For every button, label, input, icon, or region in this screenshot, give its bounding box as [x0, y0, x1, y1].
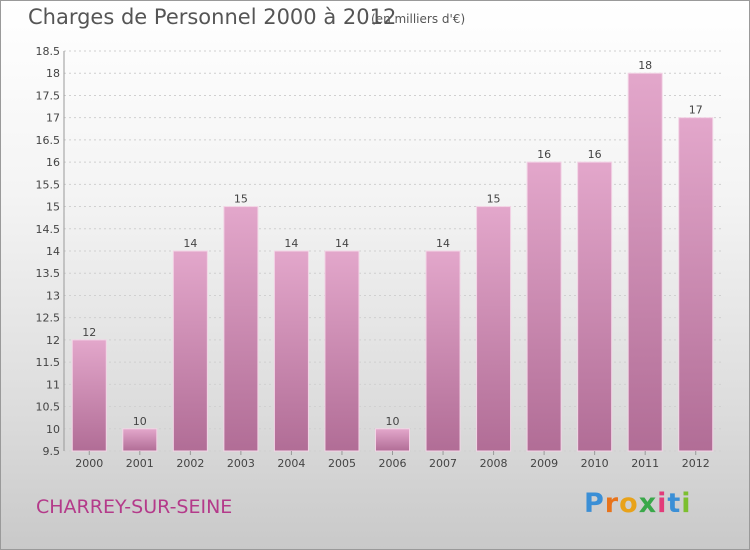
y-tick-label: 18.5	[36, 45, 61, 58]
x-axis: 2000 2001 2002 2003 2004 2005 2006 2007 2008 2009…	[75, 451, 710, 470]
data-label: 14	[436, 237, 450, 250]
x-tick-label: 2005	[328, 457, 356, 470]
y-tick-label: 14	[46, 245, 60, 258]
y-tick-label: 15	[46, 201, 60, 214]
bar-2007	[425, 250, 461, 452]
logo-letter: i	[681, 488, 692, 519]
proxiti-logo[interactable]: Proxiti	[584, 488, 692, 519]
chart-title: Charges de Personnel 2000 à 2012	[28, 5, 397, 29]
x-tick-label: 2001	[126, 457, 154, 470]
gridlines	[64, 50, 721, 452]
y-axis: 9.5 10 10.5 11 11.5 12 12.5 13 13.5 14 14.5 15 15.5 1…	[36, 45, 65, 458]
data-label: 14	[284, 237, 298, 250]
y-tick-label: 9.5	[43, 445, 61, 458]
y-tick-label: 10.5	[36, 401, 61, 414]
y-tick-label: 17.5	[36, 89, 61, 102]
x-tick-label: 2004	[277, 457, 305, 470]
y-tick-label: 10	[46, 423, 60, 436]
y-tick-label: 18	[46, 67, 60, 80]
y-tick-label: 17	[46, 112, 60, 125]
bar-2010	[577, 161, 613, 452]
x-tick-label: 2010	[581, 457, 609, 470]
town-name: CHARREY-SUR-SEINE	[36, 496, 233, 518]
y-tick-label: 12.5	[36, 312, 61, 325]
bar-2006	[375, 428, 410, 452]
bar-2004	[273, 250, 309, 452]
y-tick-label: 12	[46, 334, 60, 347]
x-tick-label: 2009	[530, 457, 558, 470]
bar-2009	[526, 161, 562, 452]
bar-2005	[324, 250, 360, 452]
data-label: 16	[588, 148, 602, 161]
data-label: 18	[638, 59, 652, 72]
logo-letter: x	[638, 488, 658, 519]
data-label: 16	[537, 148, 551, 161]
bar-2001	[122, 428, 158, 452]
bar-2012	[678, 117, 714, 452]
data-label: 15	[487, 193, 501, 206]
x-tick-label: 2006	[379, 457, 407, 470]
data-label: 15	[234, 193, 248, 206]
data-label: 10	[386, 415, 400, 428]
x-tick-label: 2002	[176, 457, 204, 470]
y-tick-label: 14.5	[36, 223, 61, 236]
logo-letter: t	[667, 488, 682, 519]
logo-letter: P	[584, 488, 605, 519]
data-label: 14	[335, 237, 349, 250]
y-tick-label: 16	[46, 156, 60, 169]
bar-2000	[71, 339, 107, 452]
x-tick-label: 2008	[480, 457, 508, 470]
y-tick-label: 16.5	[36, 134, 61, 147]
data-label: 10	[133, 415, 147, 428]
logo-letter: i	[657, 488, 668, 519]
y-tick-label: 13	[46, 289, 60, 302]
data-label: 17	[689, 104, 703, 117]
x-tick-label: 2012	[682, 457, 710, 470]
logo-letter: o	[619, 488, 639, 519]
y-tick-label: 13.5	[36, 267, 61, 280]
bar-2008	[476, 206, 512, 452]
y-tick-label: 11.5	[36, 356, 61, 369]
y-tick-label: 11	[46, 378, 60, 391]
logo-letter: r	[604, 488, 620, 519]
data-label: 12	[82, 326, 96, 339]
x-tick-label: 2000	[75, 457, 103, 470]
bar-2003	[223, 206, 259, 452]
x-tick-label: 2011	[631, 457, 659, 470]
bars: 12 10 14 15 14 14 10 14 15 16 16 18 17	[71, 59, 714, 452]
chart-subtitle: (en milliers d'€)	[371, 12, 466, 26]
x-tick-label: 2003	[227, 457, 255, 470]
data-label: 14	[183, 237, 197, 250]
bar-2011	[627, 72, 663, 452]
y-tick-label: 15.5	[36, 178, 61, 191]
bar-2002	[172, 250, 208, 452]
x-tick-label: 2007	[429, 457, 457, 470]
